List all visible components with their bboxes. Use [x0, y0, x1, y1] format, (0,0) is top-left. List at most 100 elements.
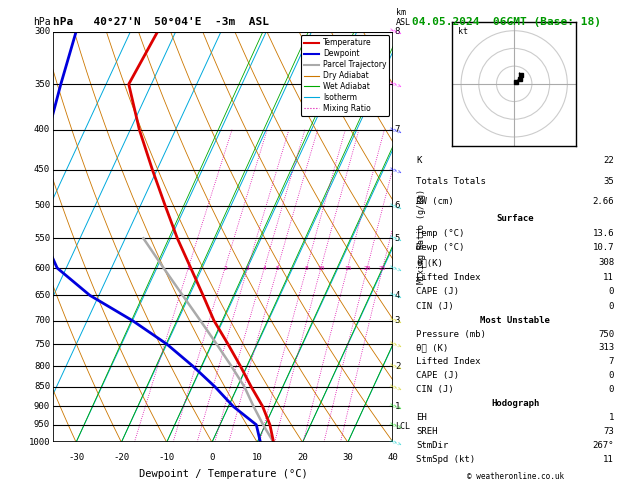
Text: 400: 400 [34, 125, 50, 134]
Text: StmSpd (kt): StmSpd (kt) [416, 455, 476, 464]
Text: 750: 750 [34, 340, 50, 348]
Text: 800: 800 [34, 362, 50, 371]
Text: © weatheronline.co.uk: © weatheronline.co.uk [467, 472, 564, 481]
Text: 2: 2 [395, 362, 400, 371]
Text: 15: 15 [344, 265, 352, 271]
Text: 4: 4 [262, 265, 266, 271]
Text: >>>: >>> [388, 420, 403, 430]
Text: 22: 22 [603, 156, 614, 165]
Text: 8: 8 [395, 27, 400, 36]
Text: CIN (J): CIN (J) [416, 385, 454, 394]
Text: 0: 0 [609, 371, 614, 380]
Text: 10.7: 10.7 [593, 243, 614, 252]
Text: Surface: Surface [496, 214, 534, 223]
Text: 10: 10 [252, 452, 263, 462]
Text: -30: -30 [68, 452, 84, 462]
Text: 3: 3 [246, 265, 250, 271]
Text: Hodograph: Hodograph [491, 399, 539, 408]
Text: Lifted Index: Lifted Index [416, 357, 481, 366]
Text: 40: 40 [387, 452, 399, 462]
Text: 6: 6 [395, 201, 400, 210]
Text: >>>: >>> [388, 79, 403, 89]
Text: km
ASL: km ASL [396, 8, 411, 27]
Text: 1: 1 [609, 413, 614, 422]
Text: >>>: >>> [388, 165, 403, 174]
Text: 450: 450 [34, 165, 50, 174]
Text: >>>: >>> [388, 263, 403, 273]
Text: Totals Totals: Totals Totals [416, 176, 486, 186]
Text: >>>: >>> [388, 234, 403, 243]
Text: 5: 5 [276, 265, 279, 271]
Text: >>>: >>> [388, 201, 403, 210]
Text: Dewpoint / Temperature (°C): Dewpoint / Temperature (°C) [139, 469, 308, 479]
Text: 04.05.2024  06GMT (Base: 18): 04.05.2024 06GMT (Base: 18) [412, 17, 601, 27]
Text: Mixing Ratio (g/kg): Mixing Ratio (g/kg) [417, 190, 426, 284]
Text: 20: 20 [297, 452, 308, 462]
Text: >>>: >>> [388, 339, 403, 349]
Text: 600: 600 [34, 263, 50, 273]
Text: 13.6: 13.6 [593, 229, 614, 238]
Text: >>>: >>> [388, 362, 403, 371]
Text: 25: 25 [379, 265, 386, 271]
Text: 7: 7 [609, 357, 614, 366]
Text: 308: 308 [598, 258, 614, 267]
Legend: Temperature, Dewpoint, Parcel Trajectory, Dry Adiabat, Wet Adiabat, Isotherm, Mi: Temperature, Dewpoint, Parcel Trajectory… [301, 35, 389, 116]
Text: 0: 0 [609, 287, 614, 296]
Text: hPa: hPa [33, 17, 50, 27]
Text: 73: 73 [603, 427, 614, 436]
Text: StmDir: StmDir [416, 441, 448, 450]
Text: 700: 700 [34, 316, 50, 325]
Text: 750: 750 [598, 330, 614, 339]
Text: kt: kt [457, 27, 467, 36]
Text: CAPE (J): CAPE (J) [416, 371, 459, 380]
Text: 350: 350 [34, 80, 50, 88]
Text: >>>: >>> [388, 27, 403, 36]
Text: 8: 8 [304, 265, 308, 271]
Text: 267°: 267° [593, 441, 614, 450]
Text: 1: 1 [395, 402, 400, 411]
Text: CIN (J): CIN (J) [416, 302, 454, 311]
Text: hPa   40°27'N  50°04'E  -3m  ASL: hPa 40°27'N 50°04'E -3m ASL [53, 17, 269, 27]
Text: 3: 3 [395, 316, 400, 325]
Text: >>>: >>> [388, 316, 403, 325]
Text: 11: 11 [603, 273, 614, 281]
Text: >>>: >>> [388, 437, 403, 447]
Text: θᴇ (K): θᴇ (K) [416, 344, 448, 352]
Text: CAPE (J): CAPE (J) [416, 287, 459, 296]
Text: 4: 4 [395, 291, 400, 300]
Text: Temp (°C): Temp (°C) [416, 229, 465, 238]
Text: -20: -20 [113, 452, 130, 462]
Text: Lifted Index: Lifted Index [416, 273, 481, 281]
Text: 950: 950 [34, 420, 50, 429]
Text: 35: 35 [603, 176, 614, 186]
Text: >>>: >>> [388, 401, 403, 411]
Text: Pressure (mb): Pressure (mb) [416, 330, 486, 339]
Text: 1000: 1000 [28, 438, 50, 447]
Text: 650: 650 [34, 291, 50, 300]
Text: 850: 850 [34, 382, 50, 391]
Text: 1: 1 [186, 265, 190, 271]
Text: 2: 2 [223, 265, 227, 271]
Text: 900: 900 [34, 402, 50, 411]
Text: >>>: >>> [388, 291, 403, 300]
Text: 300: 300 [34, 27, 50, 36]
Text: -10: -10 [159, 452, 175, 462]
Text: 30: 30 [342, 452, 353, 462]
Text: 5: 5 [395, 234, 400, 243]
Text: K: K [416, 156, 421, 165]
Text: >>>: >>> [388, 382, 403, 392]
Text: 500: 500 [34, 201, 50, 210]
Text: LCL: LCL [395, 422, 410, 431]
Text: 2.66: 2.66 [593, 197, 614, 206]
Text: >>>: >>> [388, 125, 403, 135]
Text: 313: 313 [598, 344, 614, 352]
Text: EH: EH [416, 413, 427, 422]
Text: 0: 0 [209, 452, 214, 462]
Text: θᴇ(K): θᴇ(K) [416, 258, 443, 267]
Text: 7: 7 [395, 125, 400, 134]
Text: PW (cm): PW (cm) [416, 197, 454, 206]
Text: 0: 0 [609, 385, 614, 394]
Text: 11: 11 [603, 455, 614, 464]
Text: 20: 20 [364, 265, 371, 271]
Text: 550: 550 [34, 234, 50, 243]
